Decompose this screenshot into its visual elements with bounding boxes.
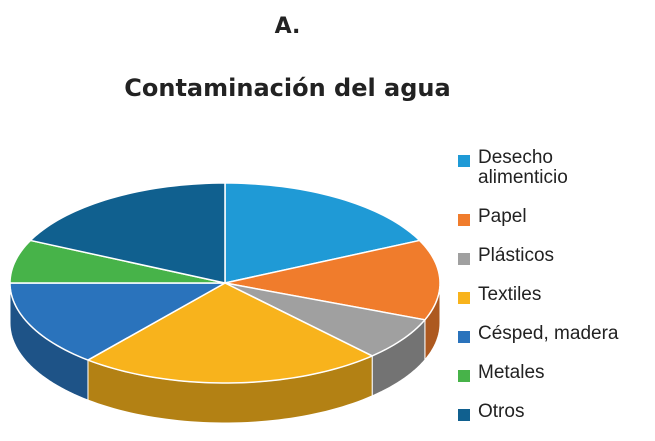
slice	[9, 239, 226, 284]
legend-label: Plásticos	[478, 245, 555, 266]
legend-label: Metales	[478, 362, 545, 383]
legend-item: Desecho alimenticio	[458, 148, 643, 207]
chart	[9, 182, 441, 424]
legend-item: Otros	[458, 402, 643, 441]
slice	[224, 239, 441, 321]
page: {"chart_data": {"type": "pie3d", "headin…	[9, 14, 619, 424]
legend-label: Textiles	[478, 284, 542, 305]
legend-label: Desecho alimenticio	[478, 147, 568, 188]
legend-item: Papel	[458, 207, 643, 246]
legend-swatch	[458, 253, 470, 265]
slice	[29, 182, 226, 284]
legend-swatch	[458, 370, 470, 382]
legend-label: Césped, madera	[478, 323, 619, 344]
legend: Desecho alimenticio Papel Plásticos Textile…	[458, 148, 643, 441]
legend-swatch	[458, 331, 470, 343]
heading: A.	[274, 14, 301, 39]
chart-title: Contaminación del agua	[124, 74, 451, 102]
legend-swatch	[458, 214, 470, 226]
legend-swatch	[458, 292, 470, 304]
legend-swatch	[458, 155, 470, 167]
legend-item: Césped, madera	[458, 324, 643, 363]
slice	[9, 282, 226, 361]
legend-item: Metales	[458, 363, 643, 402]
legend-label: Papel	[478, 206, 527, 227]
legend-label: Otros	[478, 401, 525, 422]
legend-swatch	[458, 409, 470, 421]
slice	[224, 182, 421, 284]
slice	[224, 282, 426, 357]
legend-item: Plásticos	[458, 246, 643, 285]
legend-item: Textiles	[458, 285, 643, 324]
slice	[87, 282, 373, 384]
